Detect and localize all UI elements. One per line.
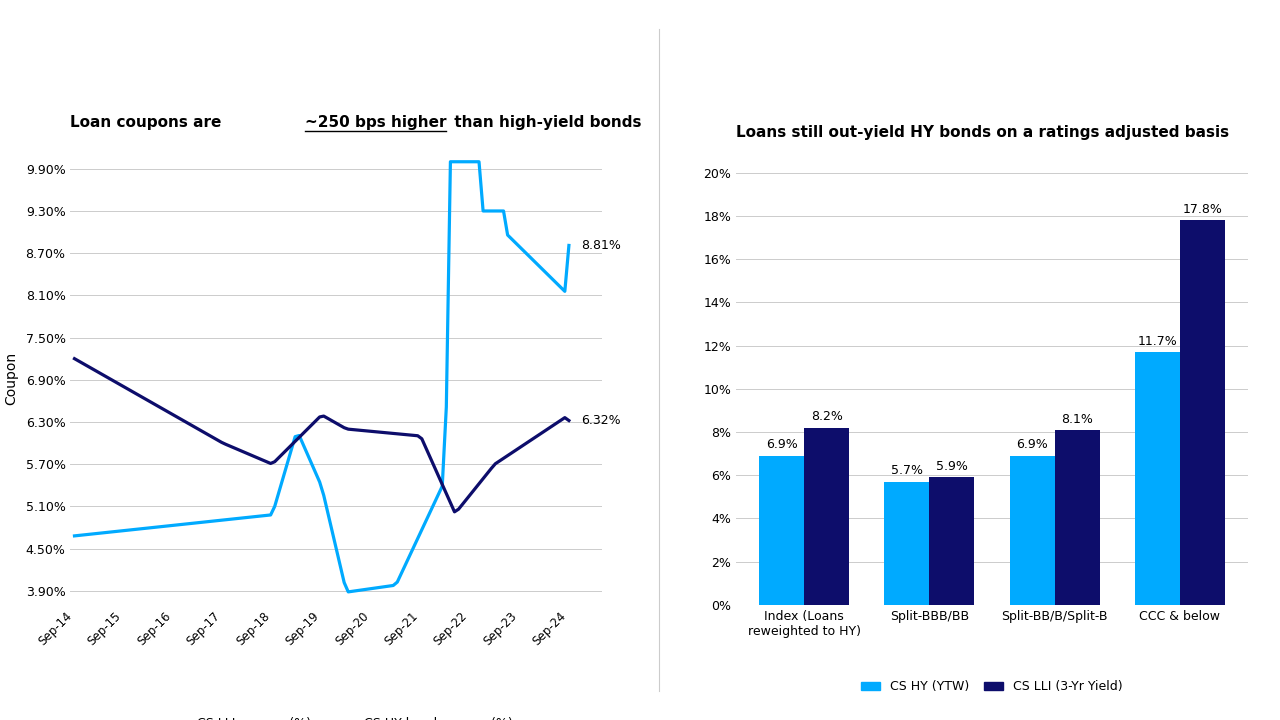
Legend: CS HY (YTW), CS LLI (3-Yr Yield): CS HY (YTW), CS LLI (3-Yr Yield)	[856, 675, 1128, 698]
Legend: CS LLI coupon (%), CS HY bond coupon (%): CS LLI coupon (%), CS HY bond coupon (%)	[155, 711, 517, 720]
Text: 6.9%: 6.9%	[765, 438, 797, 451]
Text: 11.7%: 11.7%	[1138, 335, 1178, 348]
Text: 8.2%: 8.2%	[812, 410, 842, 423]
Text: 5.9%: 5.9%	[936, 460, 968, 473]
Bar	[1134, 352, 1180, 605]
Text: Loans still out-yield HY bonds on a ratings adjusted basis: Loans still out-yield HY bonds on a rati…	[736, 125, 1229, 140]
Bar	[884, 482, 929, 605]
Bar	[1180, 220, 1225, 605]
Bar	[804, 428, 850, 605]
Bar	[1055, 430, 1100, 605]
Text: Loan coupons are: Loan coupons are	[70, 114, 227, 130]
Text: ~250 bps higher: ~250 bps higher	[305, 114, 447, 130]
Y-axis label: Coupon: Coupon	[5, 351, 19, 405]
Text: 6.9%: 6.9%	[1016, 438, 1048, 451]
Text: 5.7%: 5.7%	[891, 464, 923, 477]
Text: 8.81%: 8.81%	[581, 239, 621, 252]
Text: 8.1%: 8.1%	[1061, 413, 1093, 426]
Bar	[1010, 456, 1055, 605]
Text: 6.32%: 6.32%	[581, 414, 621, 427]
Bar	[759, 456, 804, 605]
Text: than high-yield bonds: than high-yield bonds	[449, 114, 641, 130]
Bar	[929, 477, 974, 605]
Text: 17.8%: 17.8%	[1183, 203, 1222, 216]
